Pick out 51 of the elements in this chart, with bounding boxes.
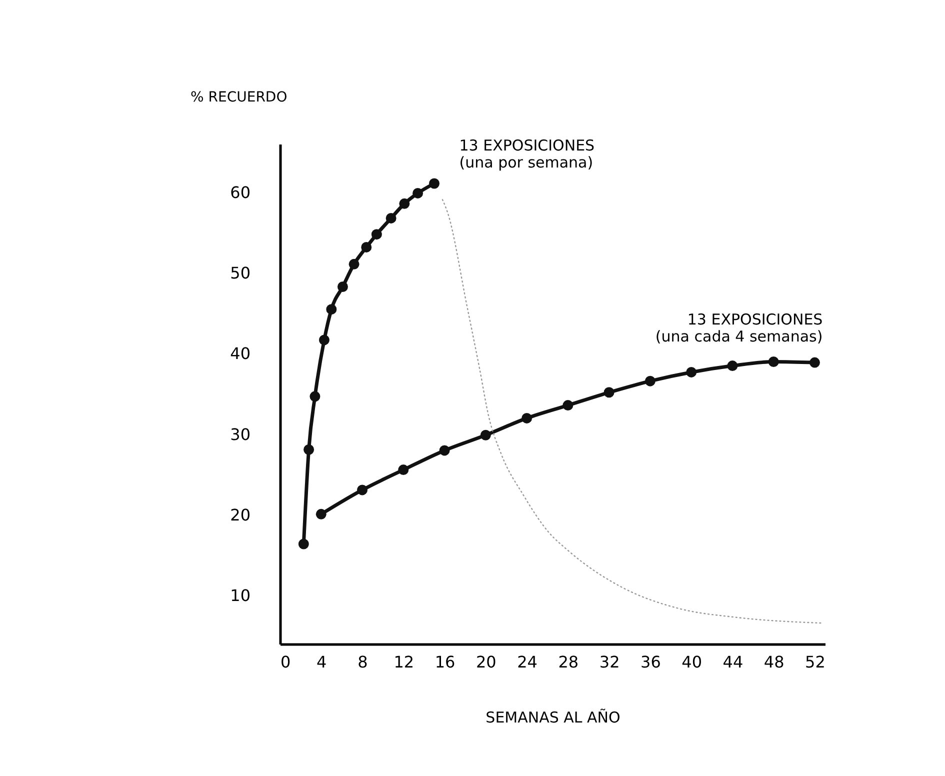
x-tick-label: 32 — [599, 652, 620, 672]
y-tick-label: 30 — [230, 424, 250, 444]
x-tick-label: 8 — [358, 652, 368, 672]
y-tick-label: 20 — [230, 505, 250, 524]
x-tick-label: 44 — [722, 652, 744, 672]
x-tick-label: 20 — [476, 652, 496, 672]
point — [398, 464, 409, 476]
point — [304, 444, 314, 455]
point — [298, 538, 309, 550]
x-tick-label: 28 — [558, 652, 579, 672]
point — [429, 178, 440, 189]
line-series — [442, 199, 822, 624]
y-tick-label: 10 — [230, 586, 250, 606]
point — [604, 387, 614, 398]
point — [768, 356, 779, 367]
point — [361, 242, 372, 252]
point — [439, 445, 450, 456]
y-axis-title: % RECUERDO — [190, 90, 288, 106]
x-tick-label: 40 — [682, 652, 702, 672]
point — [310, 391, 320, 402]
y-tick-label: 50 — [230, 264, 250, 283]
x-tick-label: 24 — [517, 652, 538, 672]
x-tick-label: 12 — [394, 652, 414, 672]
y-tick-label: 40 — [230, 344, 250, 364]
point — [727, 360, 738, 372]
point — [371, 229, 382, 240]
x-tick-label: 36 — [640, 652, 661, 672]
point — [357, 484, 368, 496]
point — [644, 376, 656, 386]
point — [809, 357, 820, 368]
point — [318, 334, 330, 346]
series-label: 13 EXPOSICIONES (una por semana) — [459, 136, 595, 172]
point — [399, 198, 410, 209]
x-tick-label: 4 — [316, 652, 327, 672]
point — [562, 400, 574, 411]
y-tick-label: 60 — [230, 182, 250, 202]
x-tick-label: 52 — [805, 652, 826, 672]
point — [316, 508, 326, 520]
x-tick-label: 0 — [280, 652, 291, 672]
point — [522, 412, 532, 424]
point — [326, 304, 337, 315]
point — [386, 212, 396, 224]
point — [412, 188, 424, 198]
x-tick-label: 48 — [764, 652, 784, 672]
x-axis-title: SEMANAS AL AÑO — [486, 708, 620, 726]
series-label: 13 EXPOSICIONES (una cada 4 semanas) — [655, 310, 823, 346]
x-tick-label: 16 — [434, 652, 456, 672]
point — [480, 430, 491, 440]
point — [337, 282, 348, 292]
point — [348, 258, 360, 270]
point — [686, 366, 697, 378]
